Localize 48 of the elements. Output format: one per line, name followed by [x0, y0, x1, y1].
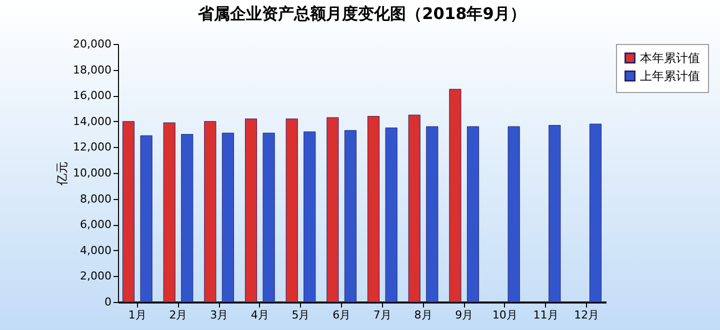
x-tick-label: 12月 — [574, 308, 600, 322]
y-tick-label: 20,000 — [73, 38, 112, 50]
bar — [548, 125, 561, 302]
x-tick-label: 7月 — [373, 308, 392, 322]
bar — [286, 118, 298, 302]
bar — [508, 126, 520, 302]
y-tick-label: 0 — [104, 296, 112, 308]
x-tick-label: 1月 — [128, 308, 146, 322]
y-tick-label: 4,000 — [80, 244, 112, 257]
bar — [122, 121, 135, 302]
bar — [449, 88, 462, 302]
bar — [589, 124, 602, 302]
bar — [163, 122, 176, 302]
x-tick-label: 3月 — [210, 308, 228, 322]
bar — [222, 132, 234, 302]
y-tick-label: 10,000 — [73, 166, 112, 180]
y-tick-label: 18,000 — [73, 63, 112, 76]
y-tick-label: 8,000 — [80, 192, 112, 206]
x-tick-label: 11月 — [533, 308, 558, 322]
y-tick-label: 16,000 — [73, 89, 112, 102]
bar — [304, 131, 316, 302]
bar — [426, 126, 438, 302]
bar — [466, 126, 480, 302]
bar — [385, 128, 398, 302]
legend-label: 本年累计值 — [640, 51, 700, 65]
x-tick-label: 10月 — [492, 308, 518, 322]
bar — [204, 121, 216, 302]
bar — [244, 118, 258, 302]
bar — [262, 132, 275, 302]
y-tick-label: 12,000 — [73, 140, 112, 154]
x-tick-label: 6月 — [332, 308, 351, 322]
y-tick-label: 2,000 — [80, 270, 112, 283]
bar — [367, 116, 380, 302]
x-tick-label: 4月 — [250, 308, 269, 322]
y-tick-label: 14,000 — [73, 114, 112, 128]
bar — [344, 130, 357, 302]
y-axis-title: 亿元 — [55, 162, 70, 186]
bar — [408, 114, 420, 302]
x-tick-label: 5月 — [292, 308, 310, 322]
x-tick-label: 8月 — [414, 308, 432, 322]
bar — [140, 135, 152, 302]
legend-label: 上年累计值 — [640, 69, 700, 83]
bar — [326, 117, 339, 302]
x-tick-label: 2月 — [169, 308, 188, 322]
chart-title: 省属企业资产总额月度变化图（2018年9月） — [197, 4, 526, 23]
x-tick-label: 9月 — [455, 308, 474, 322]
bar — [181, 134, 194, 302]
y-tick-label: 6,000 — [80, 218, 112, 232]
